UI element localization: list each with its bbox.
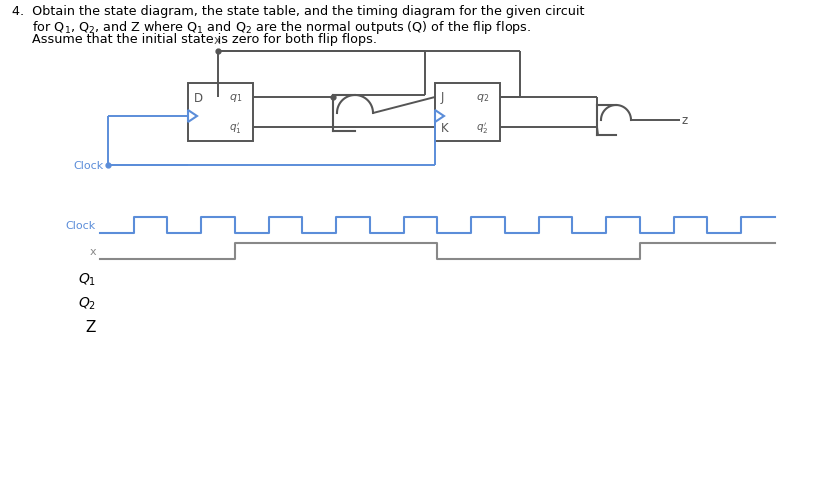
Text: z: z bbox=[682, 114, 688, 127]
Text: D: D bbox=[194, 91, 203, 104]
Text: $q_2$: $q_2$ bbox=[476, 92, 489, 104]
Bar bbox=[435, 84, 500, 142]
Text: J: J bbox=[441, 91, 444, 104]
Text: $Q_2$: $Q_2$ bbox=[78, 295, 96, 312]
Text: Z: Z bbox=[86, 320, 96, 335]
Text: 4.  Obtain the state diagram, the state table, and the timing diagram for the gi: 4. Obtain the state diagram, the state t… bbox=[12, 5, 584, 18]
Text: x: x bbox=[90, 246, 96, 257]
Text: $q_1$: $q_1$ bbox=[229, 92, 242, 104]
Text: Clock: Clock bbox=[66, 220, 96, 230]
Text: $q_1'$: $q_1'$ bbox=[229, 120, 242, 135]
Text: K: K bbox=[441, 121, 449, 134]
Text: for Q$_1$, Q$_2$, and Z where Q$_1$ and Q$_2$ are the normal outputs (Q) of the : for Q$_1$, Q$_2$, and Z where Q$_1$ and … bbox=[12, 19, 532, 36]
Text: x: x bbox=[213, 34, 221, 47]
Text: $q_2'$: $q_2'$ bbox=[476, 120, 488, 135]
Bar bbox=[188, 84, 253, 142]
Text: Assume that the initial state is zero for both flip flops.: Assume that the initial state is zero fo… bbox=[12, 33, 377, 46]
Text: $Q_1$: $Q_1$ bbox=[78, 271, 96, 288]
Text: Clock: Clock bbox=[74, 161, 104, 171]
